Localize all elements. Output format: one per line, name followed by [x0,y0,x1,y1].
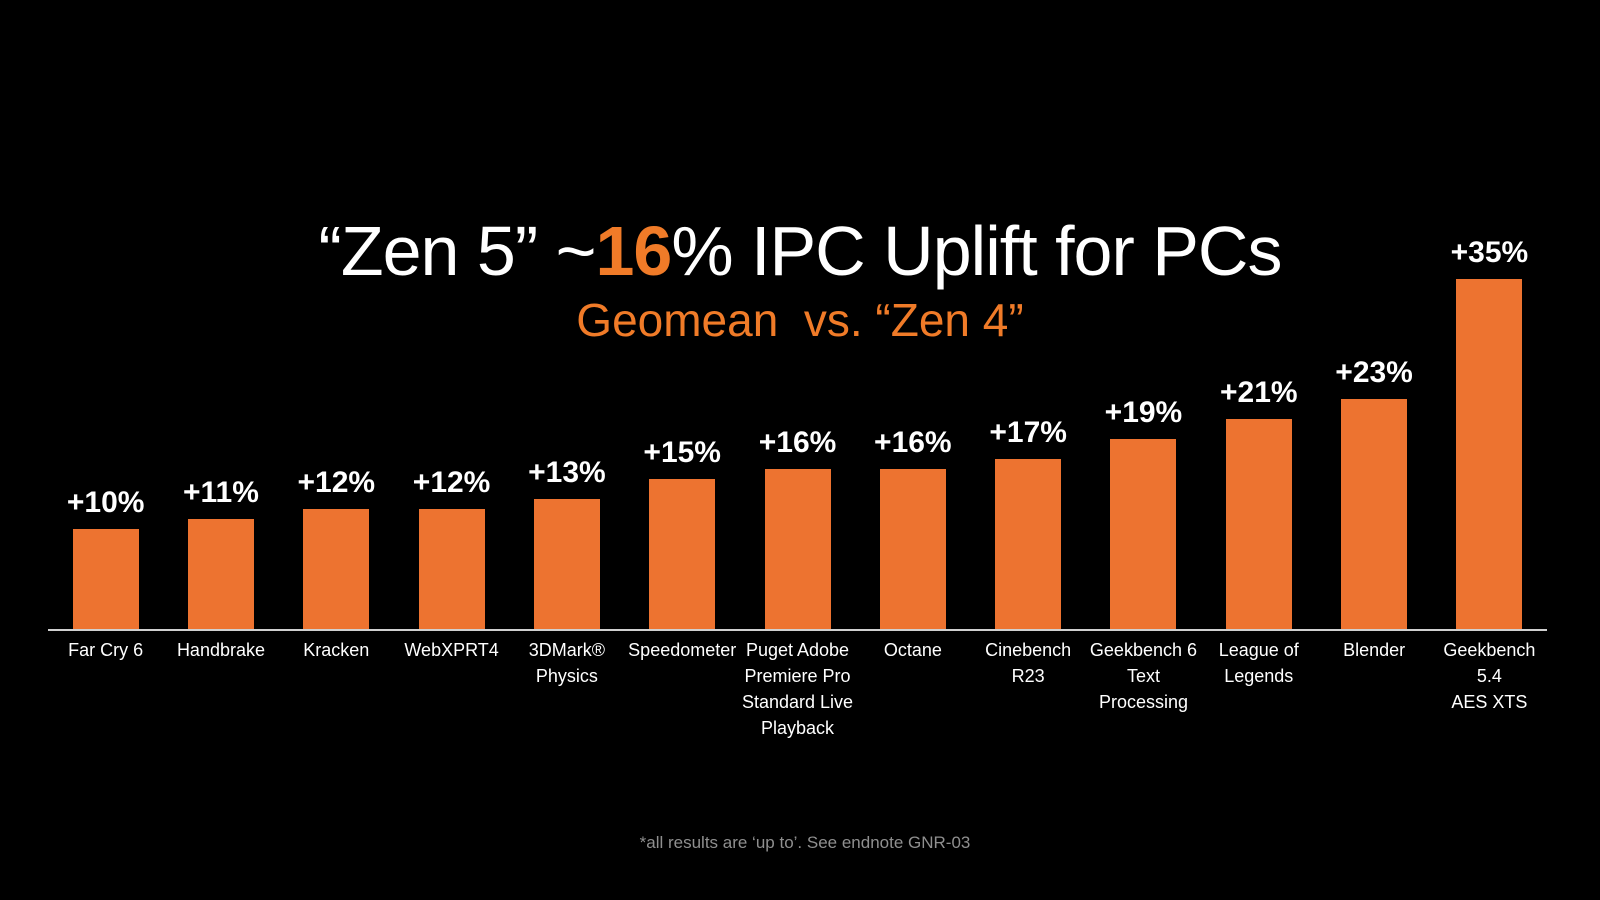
bar-column: +21% [1201,376,1316,629]
bar-column: +12% [394,466,509,629]
category-label: Octane [883,640,942,660]
bar-column: +16% [740,426,855,629]
category-label: Handbrake [176,640,265,660]
bar-column: +11% [163,476,278,629]
category-label: Geekbench 5.4 AES XTS [1443,640,1536,712]
bar [995,459,1062,629]
bar [764,469,831,629]
title-suffix: % IPC Uplift for PCs [671,211,1282,290]
category-label: Blender [1343,640,1406,660]
category-label: WebXPRT4 [404,640,499,660]
bar-value-label: +21% [1219,376,1298,409]
bar [533,499,600,629]
bar-column: +16% [855,426,970,629]
category-label: Kracken [303,640,370,660]
bar [1456,279,1523,629]
bar [1110,439,1177,629]
category-label: 3DMark® Physics [528,640,606,686]
bar [418,509,485,629]
slide-subtitle: Geomean vs. “Zen 4” [576,294,1024,347]
bar-value-label: +12% [297,466,376,499]
bar-column: +19% [1086,396,1201,629]
slide-title: “Zen 5” ~16% IPC Uplift for PCs [0,211,1600,290]
bar-column: +35% [1432,236,1547,629]
bar [187,519,254,629]
bar-value-label: +19% [1104,396,1183,429]
title-highlight-16: 16 [595,211,672,290]
category-label: Speedometer [628,640,737,660]
category-labels-row: Far Cry 6 Handbrake Kracken WebXPRT4 3DMark®… [48,637,1547,741]
bar-column: +15% [625,436,740,629]
bar [1225,419,1292,629]
bar-value-label: +16% [758,426,837,459]
bar-value-label: +16% [874,426,952,459]
plot-area: +10% +11% +12% +12% +13% +15% +16% +16% +17% +19%… [48,0,1547,629]
bar-column: +17% [971,416,1086,629]
bar [72,529,139,629]
bar [303,509,370,629]
category-label: Cinebench R23 [985,640,1072,686]
bar [649,479,716,629]
bar-value-label: +23% [1335,356,1413,389]
category-label: Far Cry 6 [68,640,144,660]
category-label: Puget Adobe Premiere Pro Standard Live P… [741,640,854,738]
bar-value-label: +11% [183,476,259,509]
bar [879,469,946,629]
bar-value-label: +17% [989,416,1067,449]
bar-value-label: +13% [528,456,606,489]
bar [1341,399,1408,629]
bar-value-label: +15% [643,436,721,469]
title-prefix: “Zen 5” ~ [318,211,597,290]
bar-column: +10% [48,486,163,629]
bar-value-label: +12% [412,466,491,499]
bar-column: +13% [509,456,624,629]
category-label: Geekbench 6 Text Processing [1089,640,1197,712]
x-axis-line [48,629,1547,631]
bar-column: +12% [279,466,394,629]
footnote: *all results are ‘up to’. See endnote GN… [639,833,971,852]
bar-column: +23% [1316,356,1431,629]
category-label: League of Legends [1218,640,1299,686]
bar-value-label: +10% [66,486,145,519]
bar-value-label: +35% [1450,236,1529,269]
